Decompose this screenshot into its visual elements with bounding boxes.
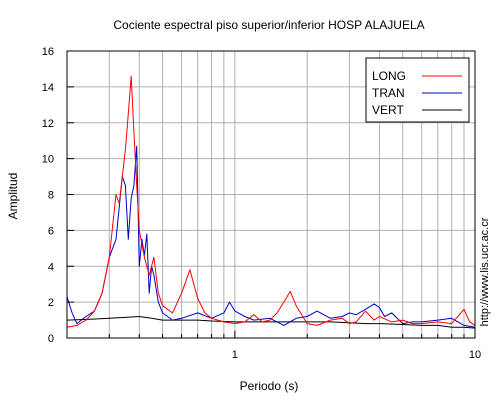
series-lines (66, 75, 476, 329)
y-tick-label: 4 (48, 261, 54, 273)
y-tick-label: 6 (48, 225, 54, 237)
axis-ticks: 0 2 4 6 8 10 12 14 16 1 10 (42, 46, 481, 361)
legend-label-long: LONG (372, 69, 406, 83)
y-tick-label: 2 (48, 297, 54, 309)
y-tick-label: 12 (42, 118, 54, 130)
series-line-vert (66, 316, 476, 329)
side-url-text: http://www.lis.ucr.ac.cr (479, 217, 491, 326)
series-line-long (66, 75, 476, 328)
x-tick-label: 1 (232, 349, 238, 361)
legend-label-vert: VERT (372, 103, 404, 117)
y-axis-label: Amplitud (6, 173, 20, 220)
chart-title: Cociente espectral piso superior/inferio… (113, 18, 424, 32)
legend-box (365, 57, 470, 123)
y-tick-label: 0 (48, 333, 54, 345)
x-axis-label: Periodo (s) (240, 379, 299, 393)
y-tick-label: 16 (42, 46, 54, 58)
y-tick-label: 10 (42, 154, 54, 166)
y-tick-label: 8 (48, 190, 54, 202)
x-tick-label: 10 (469, 349, 481, 361)
legend: LONG TRAN VERT (365, 57, 470, 123)
series-line-tran (66, 145, 476, 328)
y-tick-label: 14 (42, 82, 54, 94)
legend-label-tran: TRAN (372, 86, 405, 100)
